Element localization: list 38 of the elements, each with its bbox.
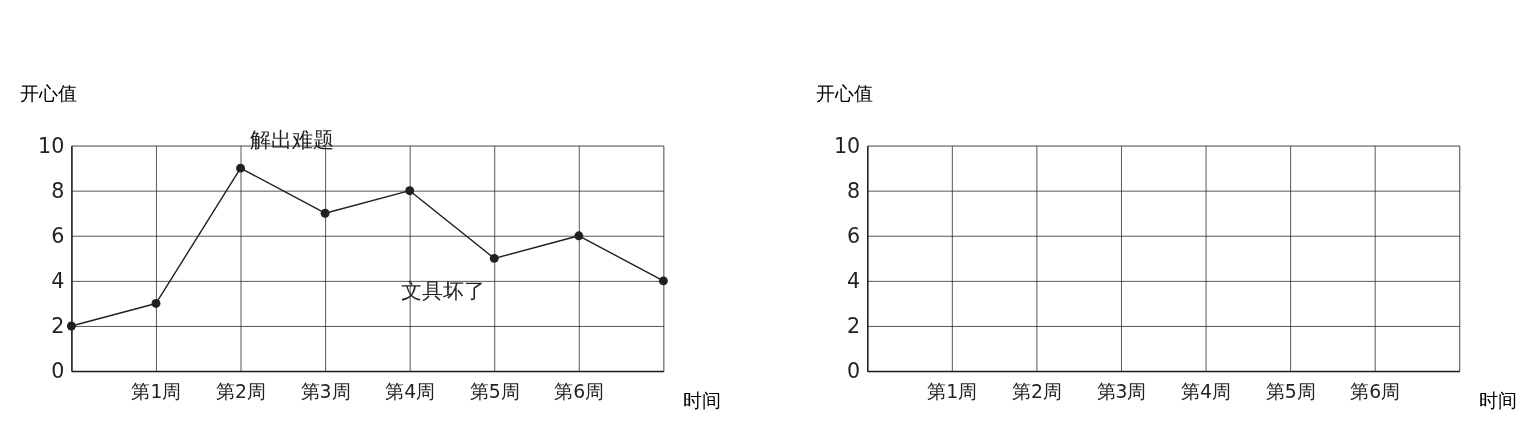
y-tick-label: 10 <box>833 133 861 158</box>
y-tick-label: 2 <box>51 314 65 339</box>
annotation: 解出难题 <box>250 127 335 152</box>
point <box>151 299 161 308</box>
point <box>66 321 76 331</box>
x-tick-label: 第3周 <box>1096 380 1147 402</box>
x-tick-label: 第5周 <box>1265 380 1316 402</box>
x-axis-title: 时间 <box>1478 390 1517 412</box>
x-tick-label: 第4周 <box>1181 380 1232 402</box>
x-tick-label: 第5周 <box>469 380 520 402</box>
x-tick-label: 第2周 <box>1011 380 1062 402</box>
y-tick-label: 8 <box>847 178 861 203</box>
point <box>574 231 584 241</box>
y-axis-title: 开心值 <box>20 83 78 105</box>
x-tick-label: 第6周 <box>1350 380 1401 402</box>
point <box>236 163 246 173</box>
y-tick-label: 6 <box>847 223 861 248</box>
x-axis-title: 时间 <box>682 390 721 412</box>
y-tick-label: 10 <box>38 133 65 158</box>
point <box>489 253 499 263</box>
y-axis-title: 开心值 <box>816 83 874 105</box>
point <box>658 276 668 286</box>
y-tick-label: 0 <box>51 359 65 384</box>
x-tick-label: 第1周 <box>131 380 182 402</box>
y-tick-label: 6 <box>51 223 65 248</box>
point <box>320 208 330 218</box>
x-tick-label: 第4周 <box>385 380 436 402</box>
annotation: 文具坏了 <box>400 278 485 303</box>
y-tick-label: 2 <box>847 314 861 339</box>
y-tick-label: 0 <box>847 359 861 384</box>
x-tick-label: 第6周 <box>554 380 605 402</box>
y-tick-label: 4 <box>847 268 861 293</box>
y-tick-label: 4 <box>51 268 65 293</box>
x-tick-label: 第3周 <box>300 380 351 402</box>
x-tick-label: 第1周 <box>927 380 978 402</box>
y-tick-label: 8 <box>51 178 65 203</box>
point <box>405 186 415 196</box>
x-tick-label: 第2周 <box>216 380 266 402</box>
